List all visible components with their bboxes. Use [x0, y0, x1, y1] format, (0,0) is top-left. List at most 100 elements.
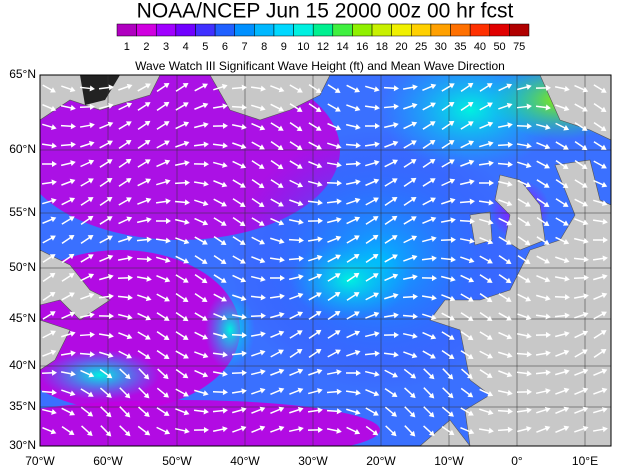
arrow-head	[487, 391, 494, 397]
arrow-head	[106, 196, 113, 203]
arrow-shaft	[213, 217, 225, 225]
arrow-shaft	[194, 389, 206, 395]
arrow-shaft	[232, 427, 244, 433]
arrow-head	[124, 392, 131, 399]
arrow-shaft	[60, 371, 74, 375]
arrow	[327, 103, 341, 112]
arrow	[155, 217, 171, 224]
arrow-shaft	[422, 179, 434, 187]
arrow	[289, 311, 304, 320]
arrow	[555, 406, 570, 414]
arrow-head	[544, 258, 550, 264]
arrow	[441, 120, 455, 131]
arrow-head	[507, 426, 513, 433]
arrow	[441, 425, 455, 436]
arrow-head	[448, 159, 455, 165]
arrow	[175, 83, 189, 92]
arrow-head	[202, 102, 209, 109]
arrow-head	[203, 408, 209, 415]
arrow	[535, 350, 551, 357]
arrow-shaft	[98, 86, 112, 90]
arrow	[422, 350, 436, 359]
arrow-head	[448, 83, 455, 89]
arrow-head	[163, 82, 170, 89]
arrow	[99, 387, 112, 398]
arrow	[99, 121, 114, 129]
arrow-head	[50, 216, 57, 223]
arrow	[536, 275, 551, 283]
arrow	[80, 197, 94, 206]
arrow-head	[278, 106, 285, 112]
arrow-head	[600, 87, 607, 93]
arrow-head	[335, 235, 342, 242]
arrow	[593, 348, 607, 358]
arrow-head	[202, 352, 209, 359]
arrow	[535, 104, 551, 111]
arrow-head	[545, 369, 551, 376]
arrow	[346, 426, 361, 435]
arrow-shaft	[61, 180, 73, 186]
arrow-head	[108, 313, 114, 320]
arrow	[61, 234, 75, 244]
arrow	[99, 140, 113, 149]
arrow-head	[107, 352, 114, 359]
arrow-head	[279, 256, 285, 263]
arrow-head	[526, 370, 532, 377]
arrow-head	[392, 140, 399, 147]
arrow	[308, 349, 322, 358]
arrow	[156, 407, 170, 416]
arrow-head	[49, 311, 56, 317]
arrow	[270, 406, 285, 414]
arrow	[80, 273, 95, 282]
arrow	[441, 83, 455, 92]
arrow	[308, 180, 323, 187]
arrow	[212, 142, 228, 149]
arrow-head	[581, 125, 588, 131]
arrow-head	[487, 140, 494, 147]
arrow-head	[184, 179, 190, 186]
arrow	[555, 369, 570, 376]
arrow	[423, 368, 435, 380]
arrow-head	[601, 200, 608, 207]
arrow	[137, 197, 152, 205]
arrow	[383, 331, 399, 338]
arrow	[327, 235, 342, 243]
arrow-head	[107, 140, 113, 146]
arrow-head	[600, 125, 607, 132]
color-swatch	[391, 23, 412, 37]
arrow-shaft	[478, 428, 492, 432]
arrow	[422, 139, 436, 149]
arrow-head	[68, 429, 75, 436]
arrow-head	[105, 430, 112, 437]
arrow	[307, 236, 323, 243]
arrow-head	[410, 159, 417, 165]
arrow	[98, 332, 114, 339]
arrow-head	[278, 330, 285, 337]
arrow-head	[222, 122, 228, 129]
arrow	[42, 84, 56, 93]
arrow-shaft	[156, 312, 168, 320]
arrow	[270, 179, 284, 188]
arrow-head	[317, 199, 323, 206]
arrow	[345, 160, 361, 167]
arrow-head	[428, 373, 435, 380]
arrow-shaft	[308, 122, 320, 130]
arrow-head	[106, 216, 113, 222]
arrow-head	[260, 294, 266, 301]
arrow	[573, 237, 589, 244]
arrow-head	[89, 331, 95, 338]
arrow-shaft	[326, 200, 340, 204]
arrow-shaft	[555, 426, 567, 434]
arrow-head	[336, 369, 342, 376]
arrow-shaft	[384, 198, 396, 206]
arrow-shaft	[593, 389, 605, 395]
arrow-shaft	[270, 388, 282, 396]
arrow-head	[316, 144, 322, 150]
arrow	[574, 349, 588, 358]
arrow-head	[183, 391, 189, 397]
arrow	[403, 235, 418, 244]
arrow-head	[184, 218, 190, 225]
arrow	[498, 236, 512, 245]
arrow-head	[393, 103, 399, 110]
arrow-head	[524, 239, 531, 246]
